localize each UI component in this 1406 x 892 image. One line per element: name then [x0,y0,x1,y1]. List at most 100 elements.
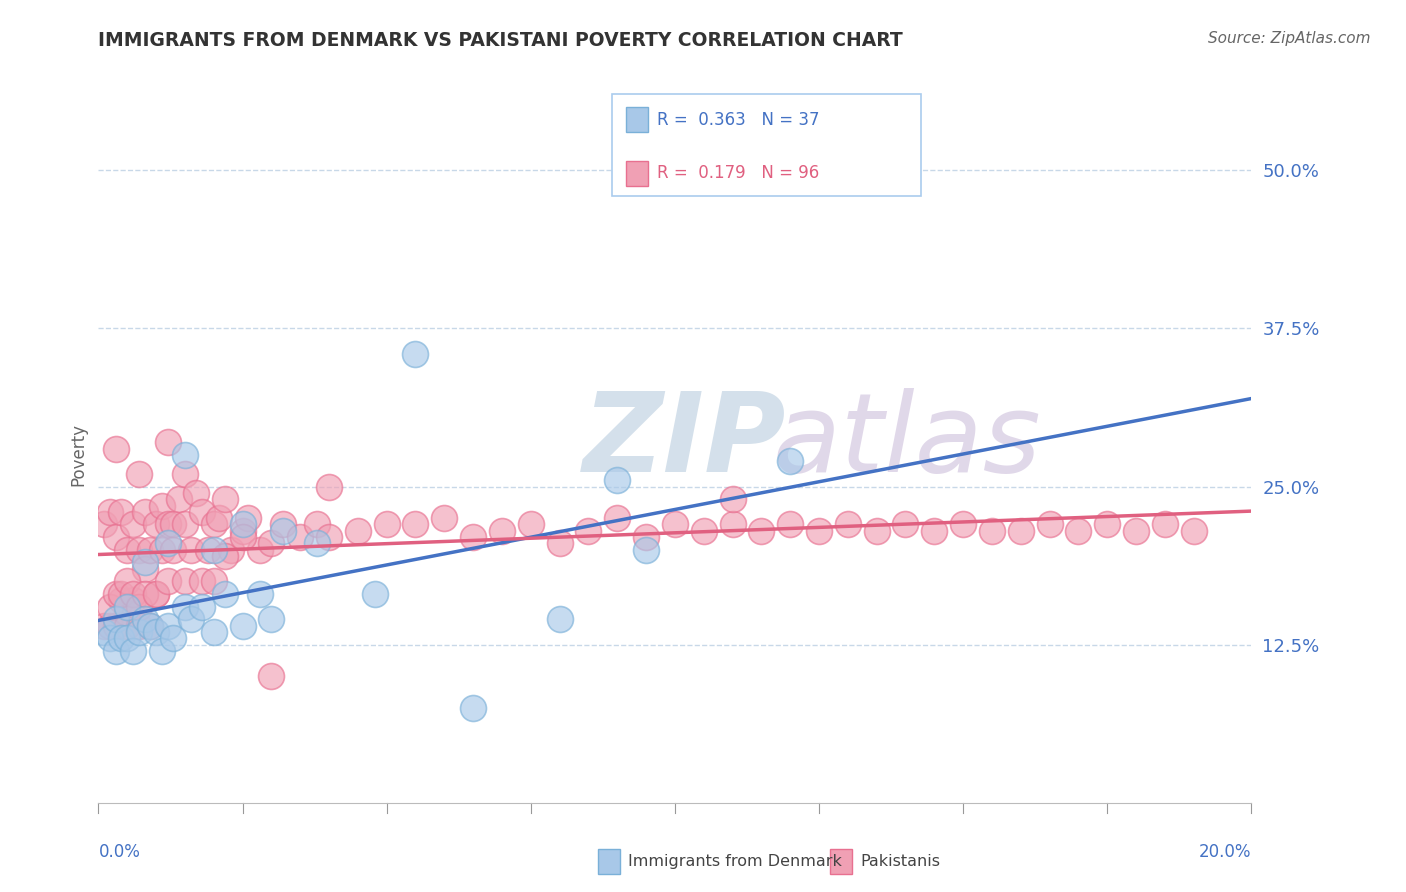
Point [122,517,145,532]
Point [894,517,917,532]
Point [461,701,484,715]
Y-axis label: Poverty: Poverty [69,424,87,486]
Point [110,632,132,646]
Point [186,486,208,500]
Point [156,517,179,532]
Point [807,524,830,538]
Point [167,492,190,507]
Point [721,492,744,507]
Point [405,517,427,532]
Point [664,517,686,532]
Point [202,517,225,532]
Point [145,517,167,532]
Text: atlas: atlas [773,387,1042,494]
Point [174,574,197,589]
Point [174,599,197,614]
Point [122,593,145,607]
Point [922,524,945,538]
Point [134,562,156,576]
Point [208,511,231,525]
Point [693,524,716,538]
Point [249,587,271,601]
Point [1038,517,1062,532]
Point [375,517,398,532]
Point [231,517,254,532]
Point [578,524,600,538]
Point [139,618,162,632]
Text: 20.0%: 20.0% [1199,843,1251,862]
Point [117,632,138,646]
Point [117,606,138,620]
Point [520,517,543,532]
Point [117,599,138,614]
Point [1067,524,1090,538]
Point [162,542,184,557]
Point [191,599,214,614]
Point [346,524,368,538]
Point [122,644,145,658]
Point [162,632,184,646]
Point [606,473,628,487]
Point [145,587,167,601]
Text: R =  0.363   N = 37: R = 0.363 N = 37 [657,111,820,128]
Point [231,524,254,538]
Point [981,524,1004,538]
Point [231,618,254,632]
Point [1125,524,1147,538]
Point [156,618,179,632]
Point [134,587,156,601]
Point [214,587,236,601]
Point [271,524,294,538]
Point [307,536,329,550]
Point [260,536,283,550]
Point [180,612,202,626]
Point [271,517,294,532]
Point [139,542,162,557]
Point [134,505,156,519]
Point [122,587,145,601]
Point [779,517,801,532]
Point [202,574,225,589]
Point [1097,517,1119,532]
Point [104,442,127,456]
Point [1182,524,1205,538]
Point [202,542,225,557]
Point [93,618,115,632]
Point [128,618,150,632]
Point [548,536,571,550]
Text: Pakistanis: Pakistanis [860,855,941,869]
Point [150,644,173,658]
Point [93,517,115,532]
Point [318,530,340,544]
Point [117,542,138,557]
Point [952,517,974,532]
Point [1153,517,1175,532]
Point [174,517,197,532]
Text: 0.0%: 0.0% [98,843,141,862]
Point [156,574,179,589]
Point [405,347,427,361]
Point [104,618,127,632]
Point [110,593,132,607]
Point [104,612,127,626]
Text: IMMIGRANTS FROM DENMARK VS PAKISTANI POVERTY CORRELATION CHART: IMMIGRANTS FROM DENMARK VS PAKISTANI POV… [98,31,903,50]
Point [117,618,138,632]
Point [104,587,127,601]
Point [191,574,214,589]
Point [260,612,283,626]
Point [866,524,889,538]
Point [98,618,121,632]
Point [117,574,138,589]
Point [139,618,162,632]
Point [174,448,197,462]
Point [219,542,242,557]
Point [150,499,173,513]
Point [433,511,456,525]
Point [548,612,571,626]
Point [461,530,484,544]
Point [128,599,150,614]
Point [128,467,150,481]
Point [636,530,658,544]
Point [128,625,150,640]
Point [104,530,127,544]
